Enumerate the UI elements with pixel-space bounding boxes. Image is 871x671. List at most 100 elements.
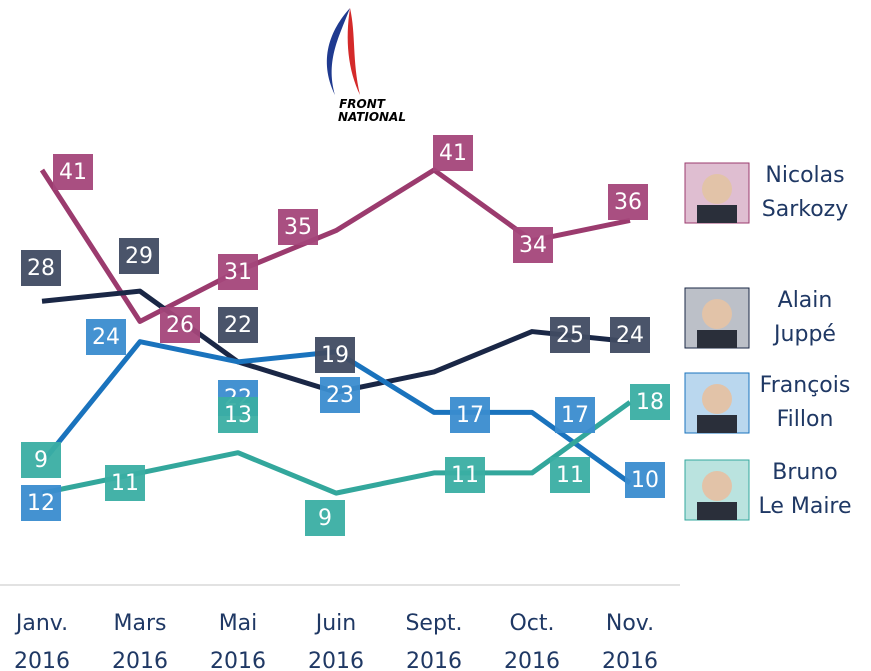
label-box [105,465,145,501]
data-label: 11 [105,465,145,501]
label-box [21,442,61,478]
data-label: 25 [550,317,590,353]
legend-photo-body [697,415,737,433]
data-label: 29 [119,238,159,274]
label-text: 24 [92,325,120,350]
data-label: 22 [218,307,258,343]
label-text: 19 [321,343,349,368]
logo-text: FRONT NATIONAL [338,97,406,124]
label-box [608,184,648,220]
label-box [218,254,258,290]
legend-photo-body [697,330,737,348]
data-label: 19 [315,337,355,373]
label-box [86,319,126,355]
legend-photo-face [702,299,732,329]
logo-flame [347,8,360,95]
data-label: 11 [550,457,590,493]
label-text: 29 [125,244,153,269]
logo-flame [339,50,346,95]
label-box [450,397,490,433]
label-text: 31 [224,260,252,285]
legend-photo-face [702,174,732,204]
labels: 4126313541343628292219252412242223171710… [21,135,670,536]
label-box [53,154,93,190]
data-label: 28 [21,250,61,286]
legend-label: Nicolas Sarkozy [762,163,848,222]
label-box [625,462,665,498]
label-text: 18 [636,390,664,415]
logo-flame [326,8,350,95]
data-label: 24 [86,319,126,355]
data-label: 41 [433,135,473,171]
legend-photo-body [697,502,737,520]
legend-photo-face [702,384,732,414]
legend-item: Nicolas Sarkozy [684,162,848,224]
data-label: 9 [21,442,61,478]
data-label: 12 [21,485,61,521]
data-label: 13 [218,397,258,433]
label-text: 17 [561,403,589,428]
x-tick-label: Sept. 2016 [405,611,462,671]
x-tick-label: Oct. 2016 [504,611,560,671]
x-tick-label: Nov. 2016 [602,611,658,671]
lines [39,167,632,496]
label-text: 41 [439,141,467,166]
logo: FRONT NATIONAL [326,8,406,124]
data-label: 36 [608,184,648,220]
label-text: 34 [519,233,547,258]
label-box [550,317,590,353]
data-label: 26 [160,307,200,343]
data-label: 35 [278,209,318,245]
label-text: 9 [34,448,48,473]
label-box [21,250,61,286]
legend-photo-face [702,471,732,501]
x-tick-label: Juin 2016 [308,611,364,671]
data-label: 41 [53,154,93,190]
label-text: 26 [166,313,194,338]
legend-photo-body [697,205,737,223]
label-text: 9 [318,506,332,531]
label-box [555,397,595,433]
label-text: 28 [27,256,55,281]
x-tick-label: Mai 2016 [210,611,266,671]
legend-item: François Fillon [684,372,851,434]
legend-label: Bruno Le Maire [758,460,851,519]
label-text: 11 [556,463,584,488]
label-box [278,209,318,245]
label-box [160,307,200,343]
label-text: 17 [456,403,484,428]
label-text: 11 [111,471,139,496]
data-label: 18 [630,384,670,420]
label-box [513,227,553,263]
label-text: 36 [614,190,642,215]
label-text: 12 [27,491,55,516]
label-box [119,238,159,274]
data-label: 11 [445,457,485,493]
label-box [445,457,485,493]
label-box [433,135,473,171]
data-label: 17 [555,397,595,433]
legend-label: François Fillon [760,373,851,432]
label-box [218,307,258,343]
label-text: 23 [326,383,354,408]
data-label: 34 [513,227,553,263]
label-text: 11 [451,463,479,488]
data-label: 9 [305,500,345,536]
x-tick-label: Mars 2016 [112,611,168,671]
label-text: 41 [59,160,87,185]
data-label: 17 [450,397,490,433]
data-label: 23 [320,377,360,413]
label-box [630,384,670,420]
data-label: 10 [625,462,665,498]
label-box [305,500,345,536]
label-box [315,337,355,373]
label-text: 13 [224,403,252,428]
label-box [320,377,360,413]
label-box [218,397,258,433]
legend-item: Bruno Le Maire [684,459,852,521]
label-box [550,457,590,493]
data-label: 24 [610,317,650,353]
label-text: 22 [224,313,252,338]
label-text: 35 [284,215,312,240]
